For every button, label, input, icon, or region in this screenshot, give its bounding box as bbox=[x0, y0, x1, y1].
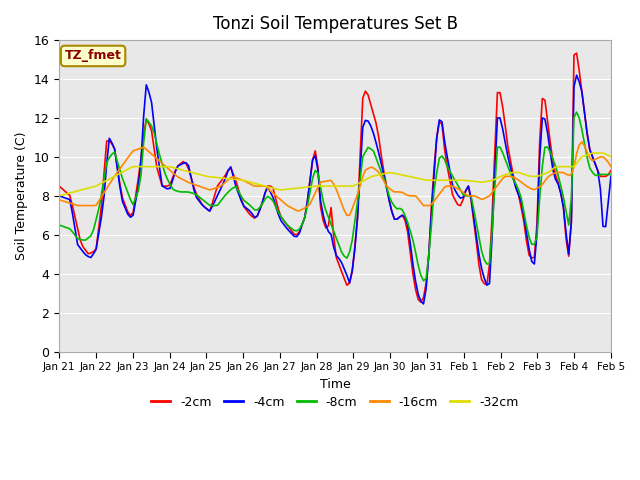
-4cm bbox=[330, 244, 337, 250]
-16cm bbox=[61, 199, 68, 204]
-4cm bbox=[573, 72, 580, 78]
-16cm bbox=[520, 181, 527, 187]
-8cm bbox=[172, 188, 179, 193]
-16cm bbox=[330, 181, 337, 187]
-2cm bbox=[552, 172, 559, 178]
-32cm bbox=[330, 183, 337, 189]
-2cm bbox=[520, 218, 527, 224]
-4cm bbox=[607, 173, 615, 179]
-2cm bbox=[172, 168, 179, 174]
-8cm bbox=[420, 278, 428, 284]
-2cm bbox=[607, 168, 615, 173]
-16cm bbox=[578, 139, 586, 145]
-8cm bbox=[55, 222, 63, 228]
-4cm bbox=[55, 193, 63, 199]
-8cm bbox=[520, 209, 527, 215]
-32cm bbox=[591, 150, 599, 156]
X-axis label: Time: Time bbox=[319, 377, 351, 391]
-32cm bbox=[549, 166, 557, 172]
Line: -2cm: -2cm bbox=[59, 53, 611, 302]
-32cm bbox=[172, 165, 179, 171]
-32cm bbox=[317, 183, 324, 189]
-4cm bbox=[552, 176, 559, 182]
-2cm bbox=[61, 188, 68, 193]
-8cm bbox=[552, 163, 559, 169]
-8cm bbox=[317, 184, 324, 190]
-2cm bbox=[317, 204, 324, 209]
-4cm bbox=[61, 195, 68, 201]
-32cm bbox=[517, 170, 525, 176]
Line: -16cm: -16cm bbox=[59, 142, 611, 216]
Y-axis label: Soil Temperature (C): Soil Temperature (C) bbox=[15, 132, 28, 260]
-32cm bbox=[55, 193, 63, 199]
Line: -32cm: -32cm bbox=[59, 153, 611, 196]
-4cm bbox=[172, 168, 179, 174]
-8cm bbox=[330, 228, 337, 234]
-32cm bbox=[607, 154, 615, 160]
-4cm bbox=[420, 301, 428, 307]
-2cm bbox=[330, 234, 337, 240]
-16cm bbox=[607, 164, 615, 169]
-8cm bbox=[573, 109, 580, 115]
-2cm bbox=[573, 50, 580, 56]
-32cm bbox=[61, 192, 68, 197]
Text: TZ_fmet: TZ_fmet bbox=[65, 49, 122, 62]
-4cm bbox=[520, 213, 527, 218]
-16cm bbox=[552, 170, 559, 176]
Legend: -2cm, -4cm, -8cm, -16cm, -32cm: -2cm, -4cm, -8cm, -16cm, -32cm bbox=[147, 391, 524, 414]
Title: Tonzi Soil Temperatures Set B: Tonzi Soil Temperatures Set B bbox=[212, 15, 458, 33]
-2cm bbox=[55, 183, 63, 189]
Line: -8cm: -8cm bbox=[59, 112, 611, 281]
-2cm bbox=[417, 300, 425, 305]
Line: -4cm: -4cm bbox=[59, 75, 611, 304]
-8cm bbox=[61, 224, 68, 230]
-16cm bbox=[172, 172, 179, 178]
-4cm bbox=[317, 198, 324, 204]
-16cm bbox=[343, 213, 351, 218]
-16cm bbox=[55, 197, 63, 203]
-8cm bbox=[607, 171, 615, 177]
-16cm bbox=[317, 180, 324, 185]
